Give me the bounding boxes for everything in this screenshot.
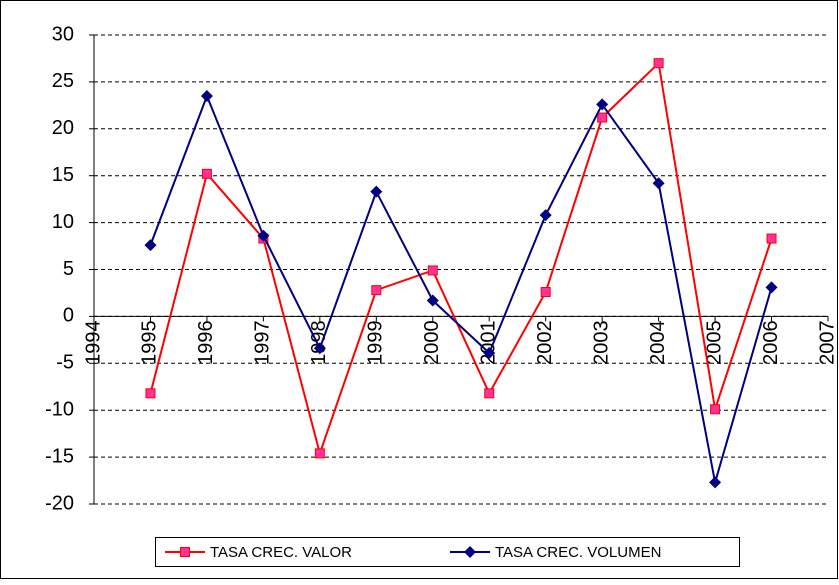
legend-label: TASA CREC. VOLUMEN xyxy=(495,544,661,561)
point-marker xyxy=(257,229,270,242)
point-marker xyxy=(370,185,383,198)
point-marker xyxy=(314,448,325,459)
series-line xyxy=(149,61,773,457)
x-tick-label: 2007 xyxy=(816,320,838,365)
y-tick-label: -15 xyxy=(45,445,74,467)
x-tick-label: 1997 xyxy=(252,320,274,365)
x-tick-label: 1995 xyxy=(139,320,161,365)
x-tick-label: 2005 xyxy=(703,320,725,365)
x-tick-label: 1998 xyxy=(308,320,330,365)
point-marker xyxy=(765,281,778,294)
y-tick-label: 20 xyxy=(52,117,74,139)
point-marker xyxy=(200,89,213,102)
x-tick-label: 2003 xyxy=(590,320,612,365)
legend-marker xyxy=(180,547,190,557)
point-marker xyxy=(371,285,382,296)
point-marker xyxy=(653,58,664,69)
x-tick-label: 2000 xyxy=(421,320,443,365)
legend-box xyxy=(155,537,740,567)
series-line xyxy=(149,93,773,483)
point-marker xyxy=(766,233,777,244)
y-tick-label: -20 xyxy=(45,492,74,514)
point-marker xyxy=(652,177,665,190)
point-marker xyxy=(484,388,495,399)
point-marker xyxy=(426,294,439,307)
point-marker xyxy=(483,346,496,359)
point-marker xyxy=(539,209,552,222)
x-tick-label: 1999 xyxy=(365,320,387,365)
point-marker xyxy=(145,388,156,399)
point-marker xyxy=(597,112,608,123)
point-marker xyxy=(596,98,609,111)
point-marker xyxy=(144,239,157,252)
y-tick-label: 30 xyxy=(52,23,74,45)
x-tick-label: 1996 xyxy=(195,320,217,365)
y-tick-label: 10 xyxy=(52,211,74,233)
y-tick-label: 5 xyxy=(63,258,74,280)
point-marker xyxy=(427,265,438,276)
x-tick-label: 2006 xyxy=(760,320,782,365)
point-marker xyxy=(201,168,212,179)
point-marker xyxy=(313,342,326,355)
x-tick-label: 2004 xyxy=(647,320,669,365)
point-marker xyxy=(709,476,722,489)
legend-label: TASA CREC. VALOR xyxy=(210,544,352,561)
x-tick-label: 1994 xyxy=(82,320,104,365)
y-tick-label: 0 xyxy=(63,305,74,327)
legend-marker xyxy=(464,546,476,558)
point-marker xyxy=(710,404,721,415)
x-tick-label: 2002 xyxy=(534,320,556,365)
y-tick-label: 15 xyxy=(52,164,74,186)
y-tick-label: 25 xyxy=(52,70,74,92)
y-tick-label: -10 xyxy=(45,398,74,420)
y-tick-label: -5 xyxy=(56,352,74,374)
point-marker xyxy=(540,287,551,298)
